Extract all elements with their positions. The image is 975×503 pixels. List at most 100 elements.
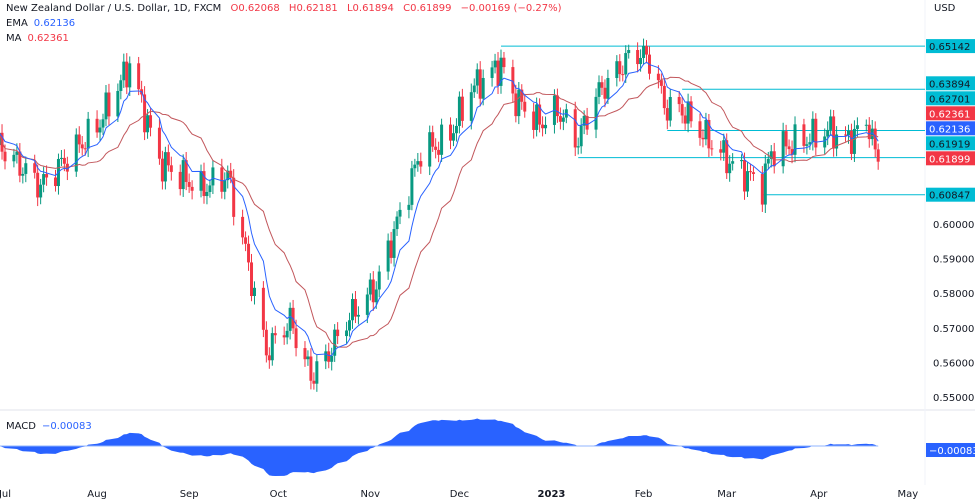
candle-body [0,132,1,146]
candle-body [457,96,461,126]
candle-body [374,289,378,303]
candle-body [621,74,625,76]
candle-body [303,348,307,360]
candle-body [781,131,785,167]
candle-body [267,355,271,361]
candle-body [241,216,245,238]
candle-body [561,117,565,122]
candle-body [122,61,126,81]
candle-body [371,279,375,303]
candle-body [624,53,628,75]
candle-body [416,161,420,165]
candle-body [312,380,316,384]
candle-body [532,111,536,130]
candle-body [686,101,690,124]
candle-body [208,185,212,192]
candle-body [187,181,191,187]
symbol-legend: New Zealand Dollar / U.S. Dollar, 1D, FX… [6,3,568,14]
candle-body [846,130,850,136]
candle-body [704,120,708,140]
candle-body [345,330,349,337]
candle-body [15,151,19,155]
candle-body [181,160,185,190]
candle-body [746,171,749,192]
candle-body [86,118,90,149]
level-price-label: 0.61919 [929,139,970,150]
candle-body [33,163,37,173]
candle-body [223,180,227,192]
candle-body [348,320,352,331]
ma-price-label-bg [926,106,975,121]
x-tick-label: May [898,489,919,500]
candle-body [454,125,458,134]
ema-value: 0.62136 [33,18,76,29]
ma-legend: MA 0.62361 [6,33,75,44]
candle-body [157,127,161,159]
candle-body [725,140,729,174]
candle-body [190,186,194,191]
candle-body [523,101,527,112]
candle-body [220,167,224,192]
candle-body [53,177,57,187]
x-tick-label: 2023 [538,489,566,500]
candle-body [802,124,806,146]
candle-body [146,115,150,133]
candle-body [627,50,631,54]
level-price-label-bg [926,91,975,106]
macd-legend: MACD −0.00083 [6,421,98,432]
candle-body [104,92,108,120]
candle-body [855,125,859,129]
ma-value: 0.62361 [27,33,69,44]
candle-body [128,63,132,88]
x-tick-label: Feb [635,489,653,500]
candle-body [642,45,646,58]
candle-body [252,287,256,297]
candle-body [45,174,49,178]
candle-body [101,119,105,128]
candle-body [707,120,711,149]
candle-body [294,328,298,349]
candle-body [3,151,7,162]
candle-body [460,96,464,121]
candle-body [832,116,836,149]
candle-body [876,149,880,162]
candle-body [80,144,84,149]
candle-body [116,90,120,117]
ema-label: EMA [6,18,28,29]
candle-body [870,128,874,140]
candle-body [83,148,87,150]
candle-body [823,136,827,148]
candle-body [282,335,286,338]
x-tick-label: Jul [0,489,11,500]
candle-body [377,271,381,290]
x-tick-label: Mar [717,489,737,500]
candle-body [336,329,340,337]
candle-body [645,45,649,55]
candle-body [659,80,663,86]
candle-body [440,124,444,155]
candle-body [793,124,797,155]
ohlc-close: C0.61899 [403,3,452,14]
candle-body [784,131,788,147]
macd-badge-bg [926,443,975,457]
y-tick-label: 0.57000 [933,324,974,335]
macd-value: −0.00083 [41,421,92,432]
candle-body [603,87,607,99]
candles [0,38,880,392]
candle-body [535,104,539,130]
ema-price-label: 0.62136 [929,124,970,135]
candle-body [722,140,726,153]
candle-body [835,134,839,149]
candle-body [585,115,589,130]
ohlc-high: H0.62181 [288,3,338,14]
candle-body [39,184,43,198]
candle-body [184,160,188,182]
candle-body [748,171,752,173]
candle-body [395,216,399,230]
candle-body [701,137,705,140]
candle-body [419,161,423,167]
candle-body [368,279,372,295]
candle-body [413,164,417,169]
candle-body [398,209,402,217]
